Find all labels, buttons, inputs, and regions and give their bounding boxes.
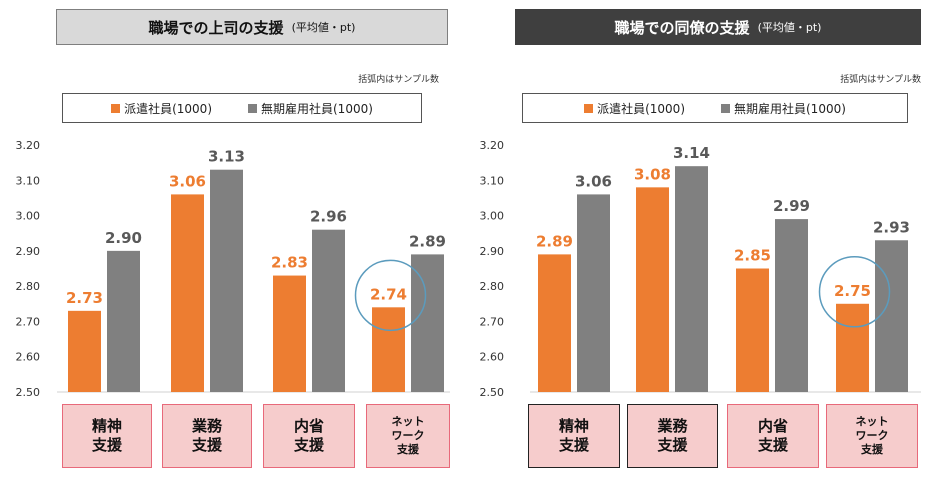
legend-swatch <box>111 103 121 113</box>
y-tick-label: 3.10 <box>16 174 41 187</box>
y-tick-label: 3.20 <box>480 139 505 152</box>
y-tick-label: 2.80 <box>480 280 505 293</box>
legend-item-haken: 派遣社員(1000) <box>111 100 212 117</box>
legend-swatch <box>721 103 730 113</box>
bar-plot: 2.50 2.60 2.70 2.80 2.90 3.00 3.10 3.20 2.89 3.08… <box>480 139 921 399</box>
legend-swatch <box>584 103 594 113</box>
data-label: 3.13 <box>208 148 245 166</box>
bar-muki <box>675 166 708 392</box>
legend-label: 無期雇用社員(1000) <box>261 101 373 116</box>
data-label: 2.96 <box>310 208 347 226</box>
chart-title-box: 職場での同僚の支援 (平均値・pt) <box>515 9 921 45</box>
legend-item-haken: 派遣社員(1000) <box>584 100 685 117</box>
bar-haken <box>171 194 204 392</box>
bar-haken <box>68 310 101 392</box>
legend-item-muki: 無期雇用社員(1000) <box>248 100 373 117</box>
data-label: 2.75 <box>834 282 871 300</box>
bar-muki <box>577 194 610 392</box>
chart-title-box: 職場での上司の支援 (平均値・pt) <box>56 9 448 45</box>
y-tick-label: 2.80 <box>16 280 41 293</box>
bar-muki <box>210 169 243 392</box>
bar-haken <box>736 268 769 392</box>
category-label-network: ネット ワーク 支援 <box>826 404 918 468</box>
bar-haken <box>273 275 306 392</box>
chart-title: 職場での上司の支援 <box>148 18 284 37</box>
bar-haken <box>636 187 669 392</box>
y-tick-label: 2.50 <box>16 386 41 399</box>
category-label-gyomu: 業務 支援 <box>627 404 718 468</box>
y-tick-label: 3.00 <box>480 210 505 223</box>
data-label: 2.93 <box>873 218 910 236</box>
y-tick-label: 2.90 <box>16 245 41 258</box>
y-tick-label: 2.90 <box>480 245 505 258</box>
chart-panel-colleague-support: 職場での同僚の支援 (平均値・pt) 括弧内はサンプル数 派遣社員(1000) … <box>466 0 931 480</box>
chart-panel-boss-support: 職場での上司の支援 (平均値・pt) 括弧内はサンプル数 派遣社員(1000) … <box>0 0 465 480</box>
data-label: 3.06 <box>169 172 206 190</box>
bar-muki <box>107 250 140 392</box>
category-label-network: ネット ワーク 支援 <box>366 404 450 468</box>
bar-haken <box>538 254 571 392</box>
data-label: 3.06 <box>575 172 612 190</box>
y-tick-label: 2.60 <box>16 351 41 364</box>
chart-legend: 派遣社員(1000) 無期雇用社員(1000) <box>62 93 422 123</box>
data-label: 2.73 <box>66 289 103 307</box>
bar-muki <box>411 254 444 392</box>
chart-legend: 派遣社員(1000) 無期雇用社員(1000) <box>522 93 908 123</box>
data-label: 2.85 <box>734 247 771 265</box>
category-label-gyomu: 業務 支援 <box>162 404 252 468</box>
legend-item-muki: 無期雇用社員(1000) <box>721 100 846 117</box>
legend-swatch <box>248 103 257 113</box>
category-label-naisei: 内省 支援 <box>263 404 355 468</box>
chart-title: 職場での同僚の支援 <box>614 18 750 37</box>
y-tick-label: 2.60 <box>480 351 505 364</box>
data-label: 2.83 <box>271 254 308 272</box>
sample-size-note: 括弧内はサンプル数 <box>358 75 439 85</box>
highlight-circle <box>818 256 891 328</box>
bar-plot: 2.50 2.60 2.70 2.80 2.90 3.00 3.10 3.20 2.73 3.06… <box>16 139 450 399</box>
bar-muki <box>775 219 808 392</box>
data-label: 2.89 <box>409 232 446 250</box>
bar-muki <box>312 229 345 392</box>
highlight-circle <box>354 259 427 332</box>
y-tick-label: 2.70 <box>480 315 505 328</box>
y-tick-label: 3.10 <box>480 174 505 187</box>
y-tick-label: 3.20 <box>16 139 41 152</box>
category-label-naisei: 内省 支援 <box>727 404 819 468</box>
legend-label: 無期雇用社員(1000) <box>734 101 846 116</box>
data-label: 3.14 <box>673 144 710 162</box>
legend-label: 派遣社員(1000) <box>124 101 212 116</box>
chart-subtitle: (平均値・pt) <box>757 21 822 34</box>
chart-subtitle: (平均値・pt) <box>291 21 356 34</box>
data-label: 2.99 <box>773 197 810 215</box>
bar-haken <box>836 303 869 392</box>
category-label-seishin: 精神 支援 <box>528 404 620 468</box>
data-label: 2.90 <box>105 229 142 247</box>
y-tick-label: 2.70 <box>16 315 41 328</box>
bar-haken <box>372 307 405 392</box>
data-label: 2.74 <box>370 285 407 303</box>
data-label: 3.08 <box>634 165 671 183</box>
category-label-seishin: 精神 支援 <box>62 404 152 468</box>
data-label: 2.89 <box>536 232 573 250</box>
sample-size-note: 括弧内はサンプル数 <box>840 75 921 85</box>
legend-label: 派遣社員(1000) <box>597 101 685 116</box>
y-tick-label: 3.00 <box>16 210 41 223</box>
y-tick-label: 2.50 <box>480 386 505 399</box>
